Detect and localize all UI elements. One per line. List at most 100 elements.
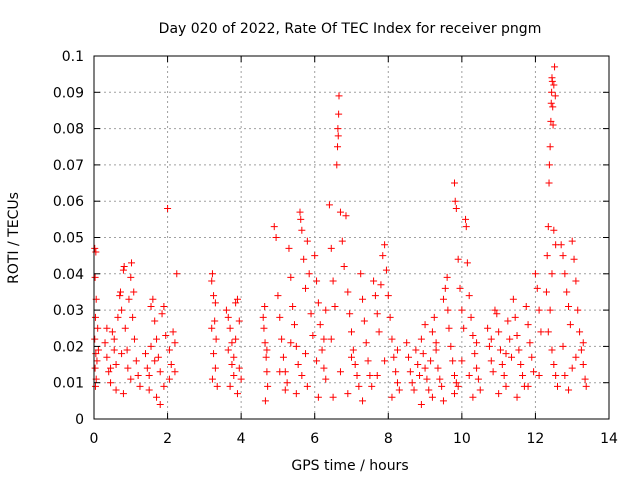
data-point: [554, 382, 561, 390]
data-point: [302, 350, 310, 358]
data-point: [348, 353, 355, 361]
data-point: [439, 295, 447, 303]
data-point: [325, 201, 333, 209]
data-point: [274, 292, 282, 300]
data-point: [537, 328, 545, 336]
data-point: [124, 364, 132, 372]
data-point: [430, 313, 438, 321]
data-point: [491, 306, 499, 314]
data-point: [484, 324, 492, 332]
data-point: [565, 386, 573, 394]
data-point: [233, 295, 241, 303]
data-point: [460, 324, 468, 332]
data-point: [208, 277, 216, 285]
data-point: [334, 143, 342, 151]
data-point: [384, 292, 392, 300]
data-point: [121, 324, 129, 332]
data-point: [313, 357, 321, 365]
data-point: [517, 361, 525, 369]
data-point: [531, 270, 539, 278]
data-point: [232, 335, 240, 343]
data-point: [550, 226, 558, 234]
data-point: [522, 302, 530, 310]
data-point: [261, 397, 269, 405]
data-point: [93, 357, 101, 365]
data-point: [129, 313, 137, 321]
data-point: [563, 288, 571, 296]
data-point: [441, 284, 449, 292]
data-point: [473, 339, 481, 347]
data-point: [119, 390, 127, 398]
data-point: [436, 375, 444, 383]
data-point: [377, 281, 385, 289]
data-point: [136, 382, 144, 390]
data-point: [549, 103, 557, 111]
data-point: [230, 353, 238, 361]
data-point: [261, 302, 269, 310]
data-point: [105, 368, 113, 376]
data-point: [101, 339, 109, 347]
y-tick-label: 0.05: [53, 231, 84, 247]
y-tick-label: 0.09: [53, 85, 84, 101]
data-point: [336, 368, 344, 376]
data-point: [263, 346, 271, 354]
data-point: [292, 342, 300, 350]
data-point: [546, 143, 554, 151]
data-point: [513, 332, 521, 340]
data-point: [458, 306, 466, 314]
data-point: [91, 335, 99, 343]
data-point: [410, 386, 418, 394]
y-tick-label: 0.1: [62, 49, 84, 65]
data-point: [309, 332, 317, 340]
data-point: [546, 306, 554, 314]
data-point: [327, 335, 335, 343]
data-point: [278, 335, 286, 343]
data-point: [559, 252, 567, 260]
data-point: [533, 284, 541, 292]
data-point: [208, 375, 216, 383]
data-point: [405, 353, 413, 361]
data-point: [289, 302, 297, 310]
data-point: [502, 350, 510, 358]
data-point: [476, 386, 484, 394]
data-point: [547, 117, 555, 125]
data-point: [454, 382, 462, 390]
data-point: [547, 99, 555, 107]
x-tick-label: 4: [237, 431, 246, 447]
data-point: [320, 364, 328, 372]
data-point: [145, 386, 153, 394]
data-point: [158, 310, 166, 318]
data-point: [153, 393, 161, 401]
data-point: [504, 317, 512, 325]
data-point: [509, 295, 517, 303]
data-point: [545, 161, 553, 169]
data-point: [154, 353, 162, 361]
data-point: [156, 368, 164, 376]
data-point: [160, 382, 168, 390]
data-point: [114, 313, 122, 321]
data-point: [469, 393, 477, 401]
data-point: [456, 284, 464, 292]
data-point: [561, 270, 569, 278]
data-point: [452, 379, 460, 387]
data-point: [222, 306, 230, 314]
data-point: [566, 321, 574, 329]
y-tick-label: 0.04: [53, 267, 84, 283]
data-point: [570, 255, 578, 263]
data-point: [287, 273, 295, 281]
data-point: [393, 379, 401, 387]
x-tick-label: 8: [384, 431, 393, 447]
data-point: [300, 255, 308, 263]
data-point: [165, 375, 173, 383]
data-point: [557, 241, 565, 249]
data-point: [167, 361, 175, 369]
data-point: [565, 302, 573, 310]
data-point: [574, 306, 582, 314]
data-point: [548, 88, 556, 96]
data-point: [151, 317, 159, 325]
data-point: [508, 353, 516, 361]
data-point: [438, 382, 446, 390]
data-point: [303, 237, 311, 245]
data-point: [451, 390, 458, 398]
